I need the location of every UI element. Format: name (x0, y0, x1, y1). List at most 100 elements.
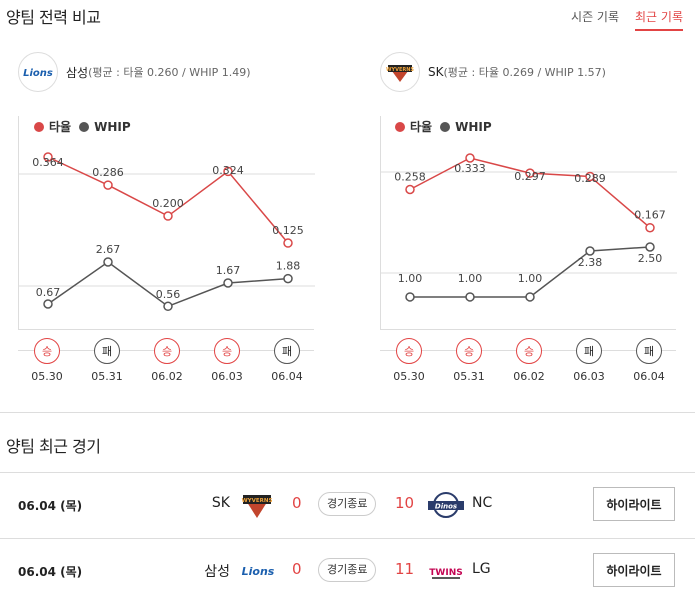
whip-data-label: 2.38 (578, 256, 603, 269)
game-status-badge: 경기종료 (318, 558, 377, 582)
avg-data-point (525, 168, 535, 178)
wyverns-logo-icon: WYVERNS (380, 52, 420, 92)
loss-badge: 패 (94, 338, 120, 364)
home-team-name: LG (472, 561, 491, 577)
avg-data-label: 0.286 (92, 166, 124, 179)
team-average-stat: (평균 : 타율 0.269 / WHIP 1.57) (443, 66, 606, 79)
whip-data-label: 2.50 (638, 252, 663, 265)
section-title: 양팀 최근 경기 (6, 437, 101, 456)
comparison-header: 양팀 전력 비교 시즌 기록 최근 기록 (0, 0, 695, 40)
win-badge: 승 (456, 338, 482, 364)
away-score: 0 (292, 494, 302, 512)
away-score: 0 (292, 560, 302, 578)
recent-games-section: 양팀 최근 경기 06.04 (목) SK WYVERNS 0 경기종료 10 … (0, 412, 695, 587)
whip-data-point (103, 257, 113, 267)
svg-text:Lions: Lions (23, 68, 53, 79)
avg-data-point (465, 153, 475, 163)
tab-season-record[interactable]: 시즌 기록 (571, 10, 620, 24)
tab-recent-record[interactable]: 최근 기록 (635, 8, 683, 31)
whip-data-label: 2.67 (96, 243, 121, 256)
highlight-button[interactable]: 하이라이트 (593, 487, 675, 521)
game-row: 06.04 (목) SK WYVERNS 0 경기종료 10 Dinos NC … (0, 472, 695, 538)
team-name: 삼성 (66, 65, 89, 80)
svg-text:WYVERNS: WYVERNS (386, 67, 414, 73)
legend-avg-dot-icon (395, 122, 405, 132)
legend-whip: WHIP (440, 120, 492, 134)
whip-data-label: 1.67 (216, 264, 241, 277)
away-team-name: SK (211, 495, 230, 511)
away-team-name: 삼성 (204, 564, 230, 580)
whip-data-point (525, 292, 535, 302)
avg-data-point (283, 238, 293, 248)
win-badge: 승 (516, 338, 542, 364)
avg-data-label: 0.297 (514, 170, 546, 183)
avg-data-label: 0.125 (272, 224, 304, 237)
legend-whip: WHIP (79, 120, 131, 134)
avg-data-label: 0.333 (454, 162, 486, 175)
win-badge: 승 (154, 338, 180, 364)
whip-data-label: 0.56 (156, 288, 181, 301)
line-chart-samsung: 0.364 0.286 0.200 0.324 0.125 0.67 2.67 0.56 1.6… (19, 152, 315, 312)
whip-data-point (283, 273, 293, 284)
avg-data-label: 0.167 (634, 209, 666, 222)
home-team-name: NC (472, 495, 493, 511)
svg-text:WYVERNS: WYVERNS (242, 498, 273, 504)
legend-avg: 타율 (395, 118, 432, 135)
whip-data-point (223, 278, 233, 288)
game-date: 06.04 (목) (18, 565, 83, 579)
loss-badge: 패 (576, 338, 602, 364)
win-badge: 승 (396, 338, 422, 364)
chart-legend: 타율 WHIP (395, 118, 492, 135)
team-header-sk: WYVERNS SK (평균 : 타율 0.269 / WHIP 1.57) (380, 52, 606, 92)
avg-data-point (103, 180, 113, 190)
svg-text:Dinos: Dinos (435, 503, 457, 511)
avg-data-label: 0.258 (394, 171, 426, 184)
game-date-label: 05.31 (91, 370, 123, 383)
game-date-label: 06.02 (151, 370, 183, 383)
avg-data-point (43, 152, 53, 162)
whip-data-point (645, 242, 655, 252)
home-score: 10 (395, 494, 415, 512)
legend-whip-dot-icon (79, 121, 90, 132)
whip-data-label: 1.00 (458, 272, 483, 285)
chart-legend: 타율 WHIP (34, 118, 131, 135)
dinos-logo-icon: Dinos (426, 490, 466, 524)
line-chart-sk: 0.258 0.333 0.297 0.289 0.167 1.00 1.00 1.00 2.3… (381, 153, 677, 302)
svg-text:TWINS: TWINS (429, 568, 462, 578)
avg-data-point (405, 184, 415, 195)
whip-data-point (405, 292, 415, 302)
whip-data-label: 0.67 (36, 286, 61, 299)
whip-data-label: 1.00 (398, 272, 423, 285)
game-date-label: 06.04 (633, 370, 665, 383)
avg-data-point (163, 211, 173, 221)
whip-data-point (465, 292, 475, 302)
avg-data-point (223, 166, 233, 177)
chart-samsung: 0.364 0.286 0.200 0.324 0.125 0.67 2.67 0.56 1.6… (18, 116, 315, 330)
game-date-label: 05.30 (31, 370, 63, 383)
game-row: 06.04 (목) 삼성 Lions 0 경기종료 11 TWINS LG 하이… (0, 538, 695, 598)
avg-data-label: 0.200 (152, 197, 184, 210)
legend-avg: 타율 (34, 118, 71, 135)
loss-badge: 패 (636, 338, 662, 364)
game-date-label: 06.03 (573, 370, 605, 383)
game-date: 06.04 (목) (18, 499, 83, 513)
whip-data-point (43, 299, 53, 309)
whip-data-label: 1.88 (276, 260, 301, 273)
game-status-badge: 경기종료 (318, 492, 377, 516)
team-header-samsung: Lions 삼성 (평균 : 타율 0.260 / WHIP 1.49) (18, 52, 251, 92)
game-date-label: 06.04 (271, 370, 303, 383)
whip-data-point (163, 301, 173, 312)
legend-whip-dot-icon (440, 121, 451, 132)
whip-data-point (585, 246, 595, 256)
avg-data-label: 0.324 (212, 164, 244, 177)
loss-badge: 패 (274, 338, 300, 364)
lions-logo-icon: Lions (240, 556, 276, 590)
avg-data-point (645, 222, 655, 233)
game-date-label: 05.30 (393, 370, 425, 383)
highlight-button[interactable]: 하이라이트 (593, 553, 675, 587)
home-score: 11 (395, 560, 415, 578)
page-title: 양팀 전력 비교 (6, 8, 101, 27)
win-badge: 승 (34, 338, 60, 364)
game-date-label: 06.02 (513, 370, 545, 383)
wyverns-logo-icon: WYVERNS (240, 490, 274, 524)
